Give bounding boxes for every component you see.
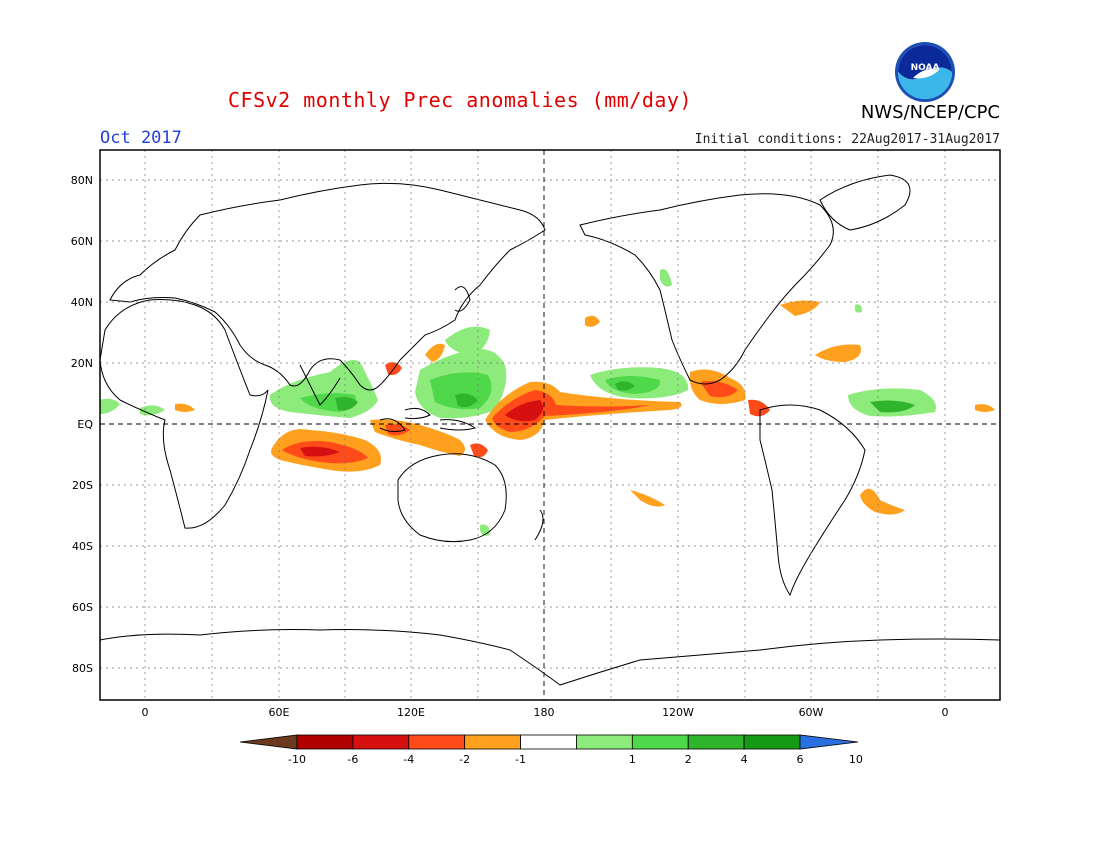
coastlines (99, 174, 1001, 686)
agency-label: NWS/NCEP/CPC (860, 102, 1000, 123)
lat-label: 60N (71, 235, 93, 248)
colorbar-tick-label: 4 (741, 753, 748, 766)
lat-label: 80N (71, 174, 93, 187)
chart-title: CFSv2 monthly Prec anomalies (mm/day) (227, 88, 693, 112)
colorbar-swatch (687, 734, 745, 750)
colorbar-swatch (464, 734, 521, 750)
colorbar-swatch (576, 734, 633, 750)
colorbar-tick-label: -4 (403, 753, 414, 766)
latitude-labels: 80N 60N 40N 20N EQ 20S 40S 60S 80S (71, 174, 94, 675)
colorbar: -10 -6 -4 -2 -1 1 2 4 6 10 (239, 734, 863, 766)
graticule (100, 150, 1000, 700)
colorbar-tick-label: 1 (629, 753, 636, 766)
colorbar-tick-label: -6 (347, 753, 358, 766)
coastline-antarctica (99, 629, 1001, 686)
colorbar-swatch (743, 734, 801, 750)
lat-label: 60S (72, 601, 93, 614)
svg-text:NOAA: NOAA (911, 63, 940, 73)
coastline-eurasia (109, 182, 546, 391)
lon-label: 180 (534, 706, 555, 719)
colorbar-arrow-high (799, 734, 859, 750)
lat-label: 40S (72, 540, 93, 553)
lat-label: 80S (72, 662, 93, 675)
anomaly-shading (100, 269, 995, 536)
lon-label: 0 (142, 706, 149, 719)
colorbar-tick-label: 10 (849, 753, 863, 766)
coastline-north-america (579, 193, 834, 385)
lon-label: 60W (799, 706, 824, 719)
colorbar-swatch (408, 734, 466, 750)
noaa-logo: NOAA (895, 42, 955, 102)
colorbar-tick-label: -1 (515, 753, 526, 766)
colorbar-tick-label: 2 (685, 753, 692, 766)
longitude-labels: 0 60E 120E 180 120W 60W 0 (142, 706, 949, 719)
lat-label: 20N (71, 357, 93, 370)
lon-label: 60E (269, 706, 290, 719)
forecast-month: Oct 2017 (100, 128, 182, 148)
lon-label: 120E (397, 706, 425, 719)
colorbar-swatch (520, 734, 577, 750)
lon-label: 0 (942, 706, 949, 719)
colorbar-tick-label: 6 (797, 753, 804, 766)
lon-label: 120W (662, 706, 694, 719)
colorbar-swatch (296, 734, 354, 750)
colorbar-swatch (352, 734, 410, 750)
coastline-africa (99, 299, 269, 529)
colorbar-tick-label: -10 (288, 753, 306, 766)
coastline-australia (397, 453, 507, 543)
colorbar-arrow-low (239, 734, 298, 750)
initial-conditions: Initial conditions: 22Aug2017-31Aug2017 (694, 132, 1000, 147)
lat-label: EQ (77, 418, 93, 431)
colorbar-swatch (631, 734, 689, 750)
lat-label: 40N (71, 296, 93, 309)
colorbar-tick-label: -2 (459, 753, 470, 766)
coastline-south-america (759, 404, 866, 597)
lat-label: 20S (72, 479, 93, 492)
map-area (99, 149, 1001, 701)
